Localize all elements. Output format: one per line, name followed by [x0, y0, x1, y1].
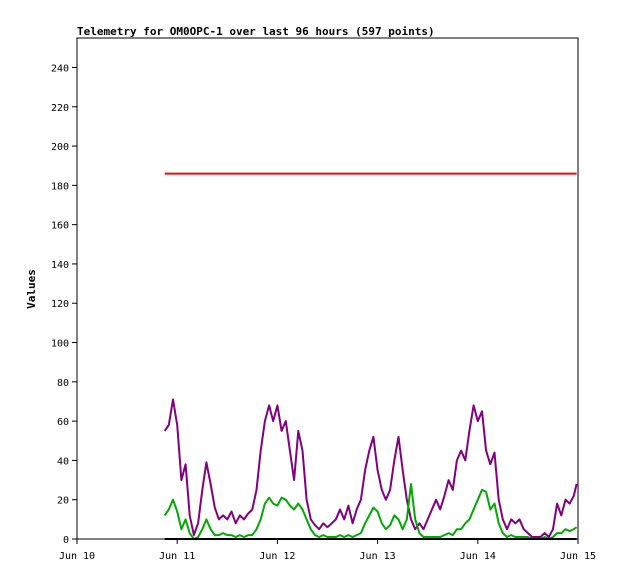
- y-axis: 0 20 40 60 80 100 120 140 160 180 200 220 240: [51, 63, 77, 546]
- y-tick-label: 100: [51, 339, 69, 350]
- x-axis: Jun 10 Jun 11 Jun 12 Jun 13 Jun 14 Jun 15: [59, 539, 596, 562]
- x-tick-label: Jun 12: [259, 551, 295, 562]
- y-tick-label: 220: [51, 103, 69, 114]
- y-tick-label: 140: [51, 260, 69, 271]
- y-tick-label: 160: [51, 221, 69, 232]
- y-tick-label: 120: [51, 299, 69, 310]
- y-tick-label: 200: [51, 142, 69, 153]
- y-tick-label: 20: [57, 496, 69, 507]
- x-tick-label: Jun 10: [59, 551, 95, 562]
- series-line-1: [163, 398, 578, 538]
- y-tick-label: 180: [51, 181, 69, 192]
- y-tick-label: 40: [57, 456, 69, 467]
- chart-title: Telemetry for OM0OPC-1 over last 96 hour…: [77, 25, 435, 38]
- series-line-2: [163, 483, 578, 540]
- x-tick-label: Jun 15: [560, 551, 596, 562]
- series-layer: [163, 172, 578, 540]
- y-tick-label: 0: [63, 535, 69, 546]
- x-tick-label: Jun 13: [360, 551, 396, 562]
- y-tick-label: 60: [57, 417, 69, 428]
- y-axis-label: Values: [25, 269, 38, 309]
- plot-frame: [76, 37, 579, 540]
- x-tick-label: Jun 11: [159, 551, 195, 562]
- x-tick-label: Jun 14: [460, 551, 496, 562]
- y-tick-label: 80: [57, 378, 69, 389]
- y-tick-label: 240: [51, 63, 69, 74]
